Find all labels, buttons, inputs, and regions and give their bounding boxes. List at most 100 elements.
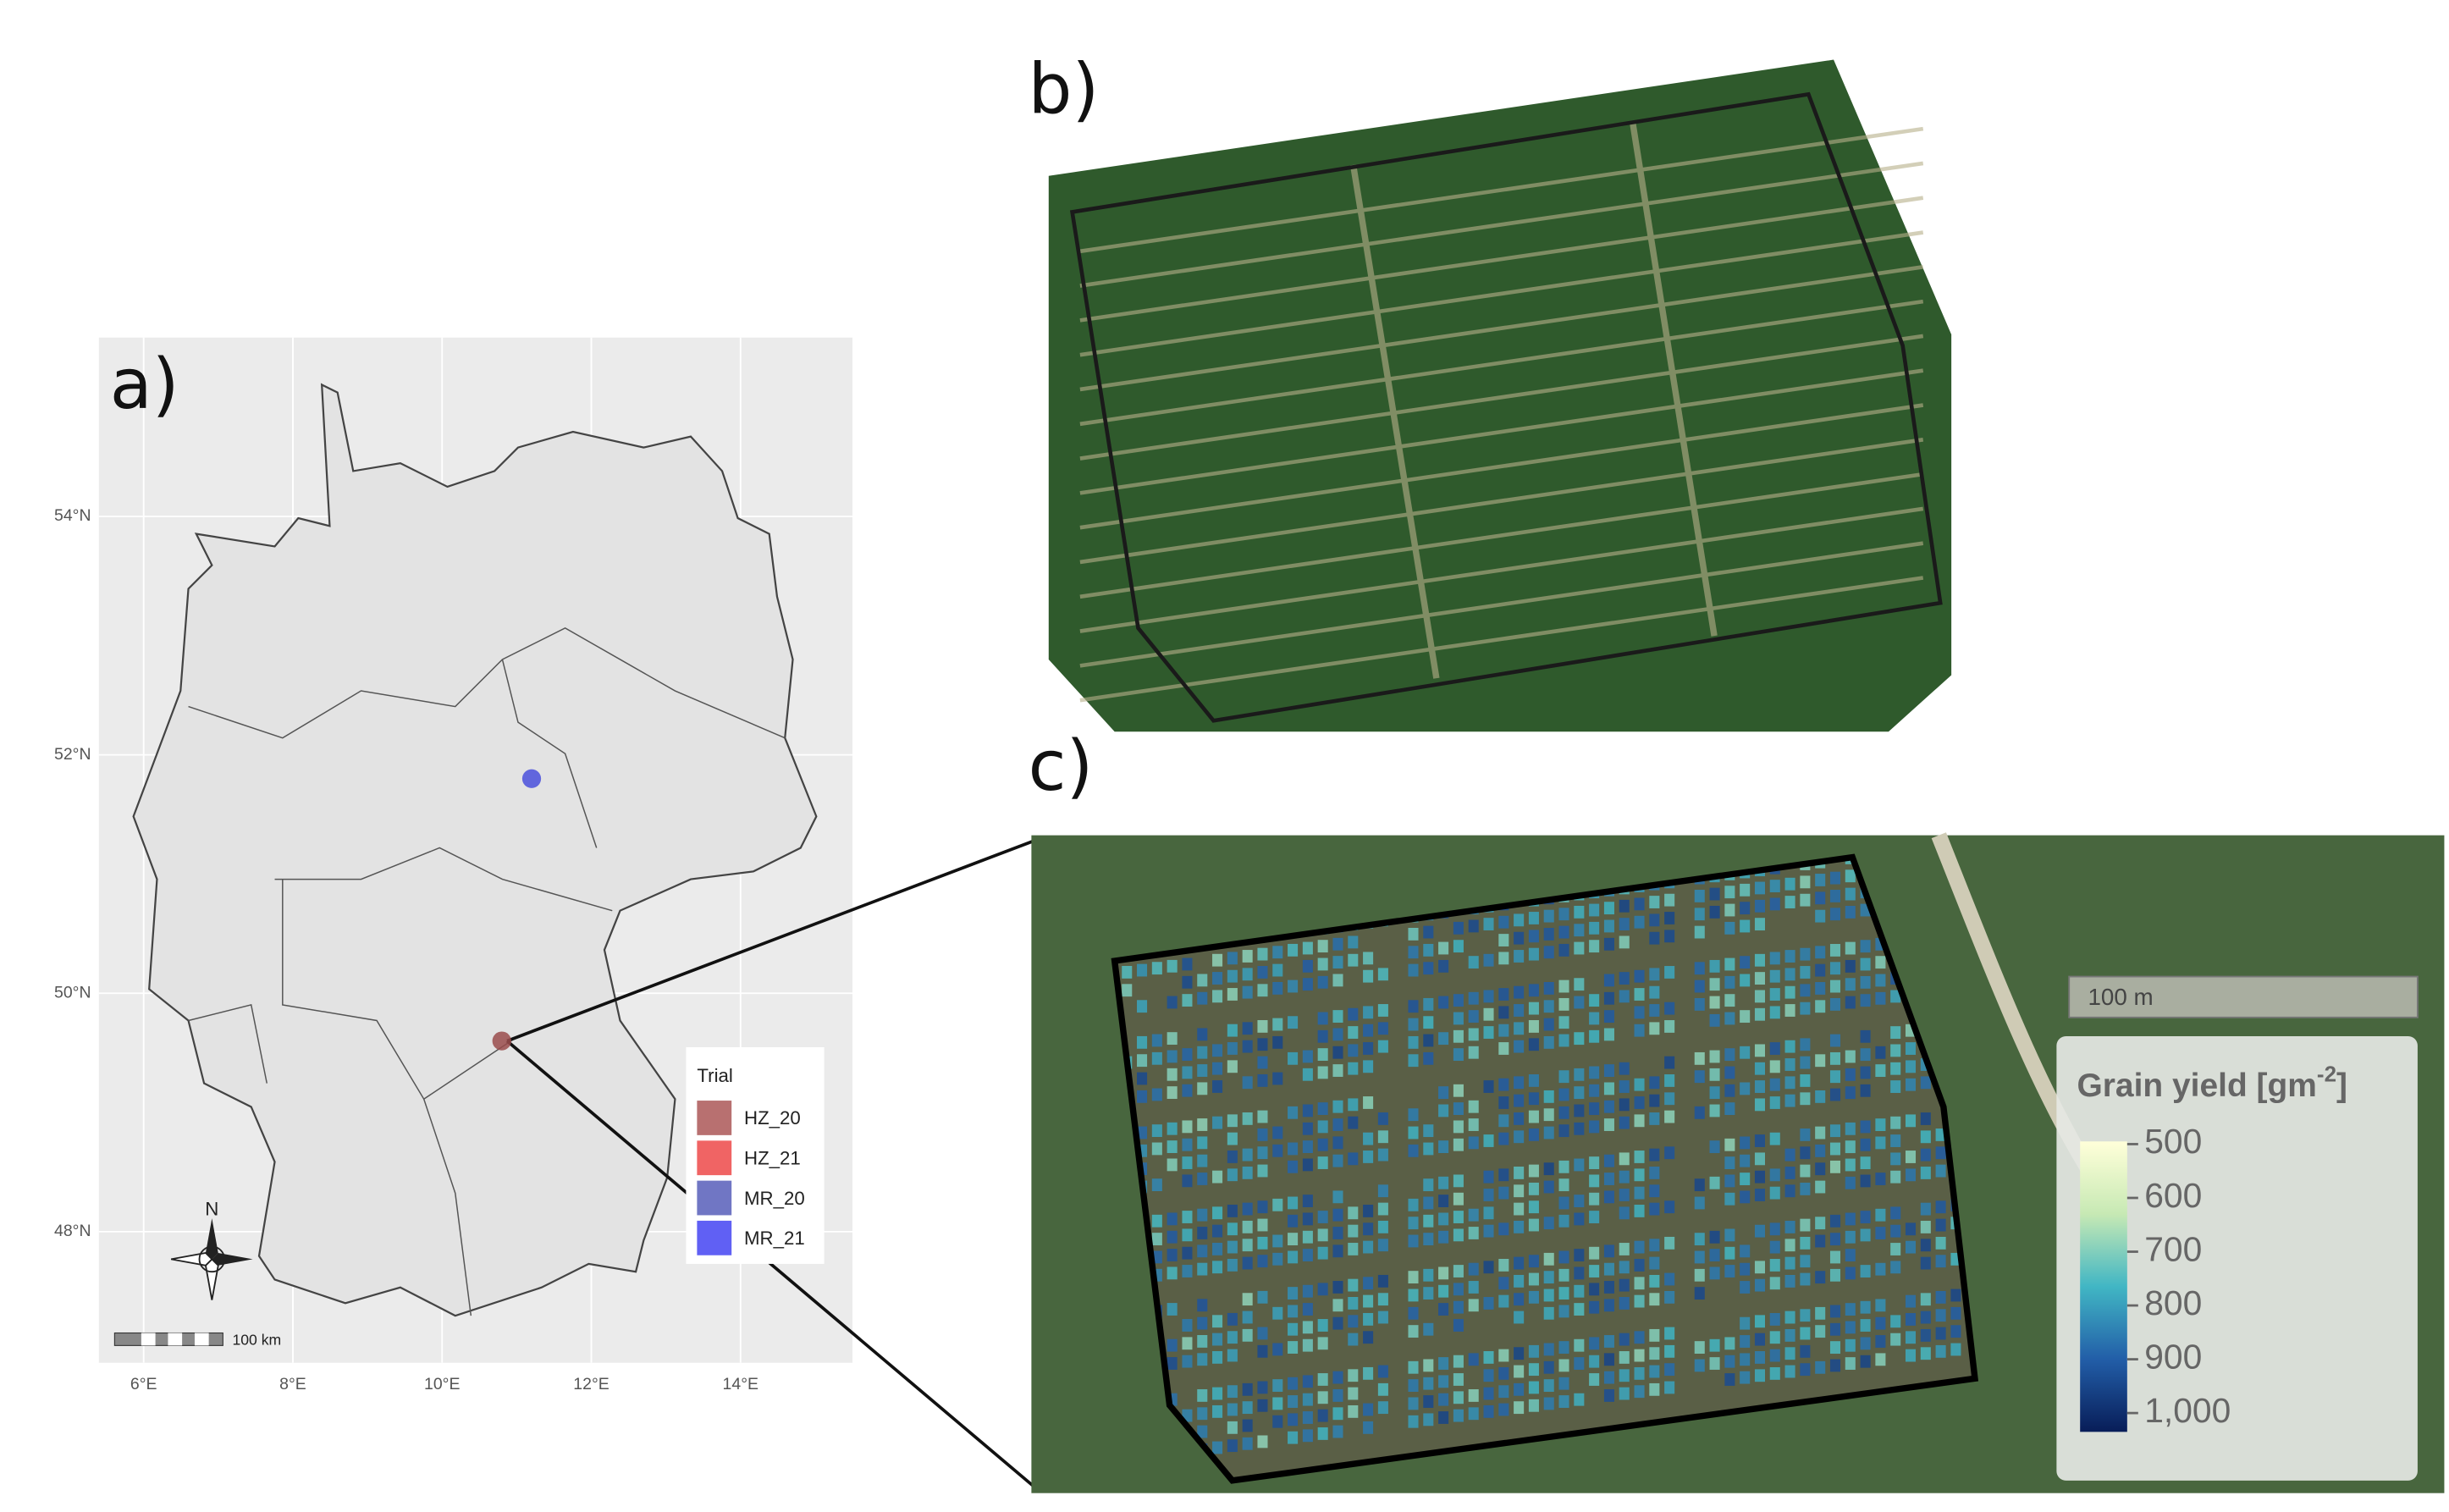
- plot-cell: [1603, 1371, 1614, 1384]
- plot-cell: [1664, 1074, 1675, 1087]
- plot-cell: [1543, 928, 1554, 941]
- plot-cell: [1724, 921, 1735, 935]
- plot-cell: [1528, 930, 1539, 943]
- plot-cell: [1363, 952, 1374, 965]
- plot-cell: [1664, 1110, 1675, 1123]
- plot-cell: [1603, 919, 1614, 933]
- colorbar-title-sup: -2: [2317, 1061, 2336, 1086]
- plot-cell: [1815, 1162, 1826, 1176]
- plot-cell: [1935, 1146, 1946, 1160]
- plot-cell: [1348, 1404, 1359, 1418]
- plot-cell: [1740, 1136, 1751, 1150]
- plot-cell: [1543, 1035, 1554, 1049]
- plot-cell: [1815, 891, 1826, 905]
- plot-cell: [1574, 1086, 1585, 1100]
- plot-cell: [1603, 1082, 1614, 1095]
- plot-cell: [1483, 1369, 1494, 1382]
- plot-cell: [1769, 969, 1780, 983]
- plot-cell: [1694, 1250, 1705, 1264]
- plot-cell: [1950, 1343, 1961, 1356]
- plot-cell: [1377, 1365, 1388, 1378]
- plot-cell: [1483, 1350, 1494, 1364]
- plot-cell: [1302, 1429, 1313, 1443]
- plot-cell: [1514, 913, 1525, 927]
- plot-cell: [1845, 857, 1856, 864]
- plot-cell: [1845, 905, 1856, 919]
- plot-cell: [1468, 1281, 1479, 1294]
- plot-cell: [1905, 1294, 1917, 1308]
- plot-cell: [1212, 972, 1223, 985]
- plot-cell: [1498, 1024, 1509, 1037]
- plot-cell: [1257, 1327, 1268, 1340]
- plot-cell: [1528, 1290, 1539, 1304]
- plot-path: [1079, 230, 1924, 357]
- plot-cell: [1694, 962, 1705, 975]
- plot-cell: [1634, 1240, 1645, 1254]
- plot-cell: [1589, 1246, 1600, 1260]
- plot-cell: [1408, 1360, 1419, 1374]
- plot-cell: [1875, 1316, 1886, 1330]
- plot-cell: [1769, 1366, 1780, 1380]
- plot-cell: [1408, 1415, 1419, 1428]
- plot-cell: [1740, 1046, 1751, 1059]
- plot-cell: [1845, 1122, 1856, 1135]
- plot-cell: [1514, 1130, 1525, 1144]
- plot-cell: [1363, 1294, 1374, 1308]
- plot-cell: [1453, 1084, 1464, 1097]
- plot-cell: [1242, 985, 1253, 999]
- plot-cell: [1363, 1312, 1374, 1326]
- plot-cell: [1212, 1044, 1223, 1057]
- plot-cell: [1619, 1062, 1630, 1075]
- plot-cell: [1950, 1325, 1961, 1338]
- plot-cell: [1272, 1035, 1283, 1049]
- plot-cell: [1829, 979, 1841, 993]
- plot-cell: [1227, 1240, 1238, 1254]
- plot-cell: [1935, 1236, 1946, 1250]
- plot-cell: [1438, 1375, 1449, 1388]
- plot-cell: [1317, 975, 1328, 989]
- plot-cell: [1634, 1349, 1645, 1362]
- plot-cell: [1920, 1256, 1931, 1270]
- plot-cell: [1212, 1062, 1223, 1075]
- plot-cell: [1860, 940, 1871, 953]
- plot-cell: [1829, 1305, 1841, 1318]
- plot-cell: [1815, 1325, 1826, 1338]
- plot-cell: [1528, 1038, 1539, 1051]
- plot-cell: [1408, 1054, 1419, 1068]
- plot-cell: [1754, 1044, 1765, 1057]
- plot-cell: [1227, 1204, 1238, 1217]
- plot-cell: [1845, 1050, 1856, 1063]
- plot-cell: [1528, 1164, 1539, 1178]
- plot-cell: [1649, 1112, 1660, 1125]
- plot-cell: [1845, 959, 1856, 973]
- plot-cell: [1664, 1363, 1675, 1377]
- plot-cell: [1619, 899, 1630, 913]
- plot-cell: [1288, 1322, 1299, 1336]
- plot-cell: [1603, 1335, 1614, 1348]
- plot-cell: [1543, 1162, 1554, 1176]
- plot-cell: [1453, 1029, 1464, 1043]
- plot-cell: [1257, 1146, 1268, 1160]
- plot-path: [1079, 299, 1924, 427]
- plot-cell: [1603, 902, 1614, 915]
- plot-cell: [1724, 903, 1735, 917]
- plot-cell: [1423, 1268, 1434, 1282]
- plot-cell: [1483, 1007, 1494, 1021]
- plot-cell: [1589, 1120, 1600, 1134]
- plot-cell: [1769, 1060, 1780, 1073]
- plot-cell: [1302, 978, 1313, 991]
- x-tick-label: 14°E: [723, 1375, 758, 1393]
- plot-cell: [1242, 1112, 1253, 1125]
- plot-cell: [1197, 1335, 1208, 1348]
- plot-cell: [1558, 1305, 1569, 1318]
- plot-cell: [1589, 1373, 1600, 1386]
- plot-cell: [1332, 974, 1343, 987]
- plot-cell: [1664, 1020, 1675, 1033]
- plot-cell: [1890, 1116, 1901, 1129]
- plot-cell: [1603, 1262, 1614, 1276]
- plot-cell: [1543, 981, 1554, 995]
- plot-cell: [1438, 1393, 1449, 1406]
- plot-cell: [1408, 1035, 1419, 1049]
- plot-cell: [1377, 1184, 1388, 1198]
